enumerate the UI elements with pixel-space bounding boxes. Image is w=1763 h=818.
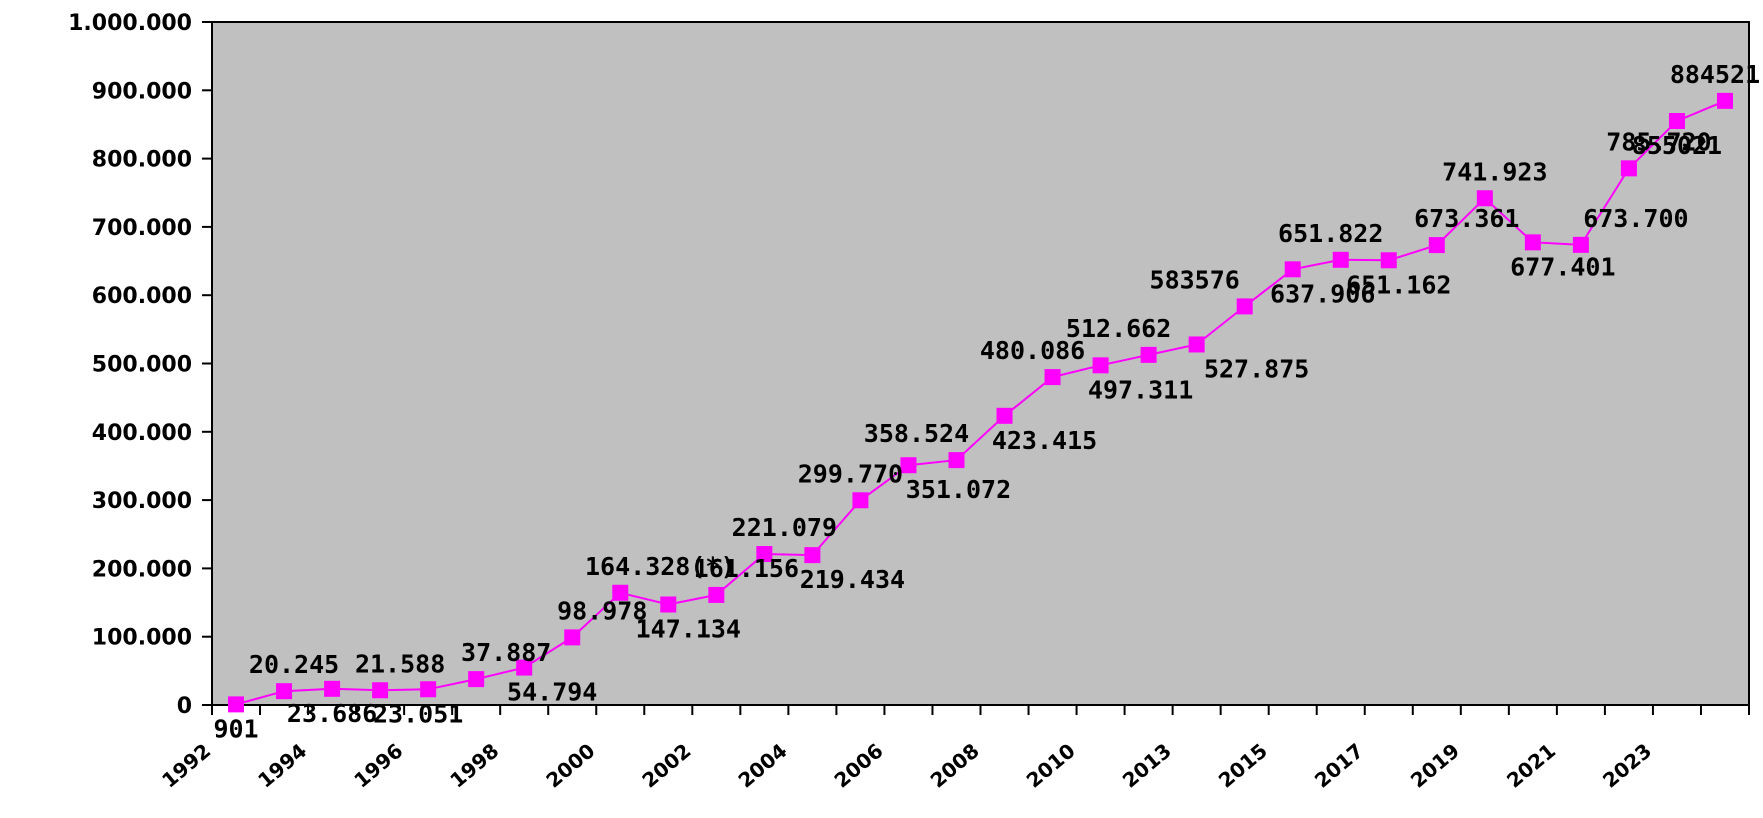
x-tick-label: 2021 (1502, 738, 1560, 792)
y-tick-label: 500.000 (92, 353, 192, 378)
data-label: 423.415 (992, 426, 1097, 455)
data-point (1044, 369, 1061, 386)
data-label: 23.686 (287, 699, 377, 728)
data-label: 901 (213, 714, 258, 743)
data-point (1476, 190, 1493, 207)
data-point (708, 586, 725, 603)
data-point (1380, 252, 1397, 269)
data-point (564, 629, 581, 646)
data-point (516, 659, 533, 676)
x-tick-label: 2015 (1214, 738, 1272, 792)
x-tick-label: 2023 (1598, 738, 1656, 792)
y-tick-label: 300.000 (92, 489, 192, 514)
data-label: 161.156 (694, 554, 799, 583)
data-label: 98.978 (557, 596, 647, 625)
data-point (276, 683, 293, 700)
data-label: 884521 (1670, 60, 1760, 89)
y-tick-label: 0 (177, 694, 192, 719)
data-point (900, 457, 917, 474)
data-label: 37.887 (461, 638, 551, 667)
data-label: 785.720 (1606, 127, 1711, 156)
data-label: 673.700 (1583, 204, 1688, 233)
y-tick-label: 400.000 (92, 421, 192, 446)
x-tick-label: 2006 (830, 738, 888, 792)
y-tick-label: 700.000 (92, 216, 192, 241)
data-point (756, 546, 773, 563)
data-point (1716, 92, 1733, 109)
x-tick-label: 1996 (349, 738, 407, 792)
data-point (1668, 113, 1685, 130)
y-axis: 0 100.000 200.000 300.000 400.000 500.000 600.… (68, 11, 212, 719)
data-point (804, 547, 821, 564)
data-label: 673.361 (1414, 204, 1519, 233)
y-tick-label: 800.000 (92, 148, 192, 173)
x-tick-label: 2010 (1022, 738, 1080, 792)
data-label: 855021 (1632, 131, 1722, 160)
data-point (1620, 160, 1637, 177)
x-tick-label: 2017 (1310, 738, 1368, 792)
data-point (1524, 234, 1541, 251)
data-label: 527.875 (1204, 354, 1309, 383)
data-label: 351.072 (906, 475, 1011, 504)
y-tick-label: 1.000.000 (68, 11, 192, 36)
data-label: 512.662 (1066, 314, 1171, 343)
x-tick-label: 2000 (541, 738, 599, 792)
data-point (1092, 357, 1109, 374)
data-label: 147.134 (636, 615, 741, 644)
data-point (612, 584, 629, 601)
data-point (372, 682, 389, 699)
data-point (852, 492, 869, 509)
y-tick-label: 600.000 (92, 284, 192, 309)
x-tick-label: 2008 (926, 738, 984, 792)
data-label: 497.311 (1088, 375, 1193, 404)
plot-area (211, 21, 1750, 706)
data-point (1236, 298, 1253, 315)
data-label: 20.245 (249, 650, 339, 679)
data-point (1188, 336, 1205, 353)
data-label: 219.434 (800, 565, 905, 594)
y-tick-label: 900.000 (92, 79, 192, 104)
data-labels: 901 20.245 23.686 21.588 23.051 37.887 54.794 9… (213, 60, 1760, 744)
data-point (1284, 261, 1301, 278)
data-point (1140, 346, 1157, 363)
data-point (1572, 236, 1589, 253)
data-point (420, 681, 437, 698)
x-tick-label: 1998 (445, 738, 503, 792)
data-label: 299.770 (798, 459, 903, 488)
data-label: 741.923 (1442, 157, 1547, 186)
data-label: 480.086 (980, 336, 1085, 365)
data-point (468, 671, 485, 688)
data-label: 358.524 (864, 419, 969, 448)
data-point (1428, 237, 1445, 254)
data-point (996, 407, 1013, 424)
data-label: 583576 (1150, 265, 1240, 294)
data-point (228, 696, 245, 713)
x-tick-label: 2002 (637, 738, 695, 792)
x-tick-label: 2004 (734, 738, 792, 792)
data-label: 651.822 (1278, 219, 1383, 248)
data-point (1332, 251, 1349, 268)
data-point (948, 452, 965, 469)
data-point (324, 680, 341, 697)
x-tick-label: 1992 (157, 738, 215, 792)
data-label: 21.588 (355, 649, 445, 678)
x-tick-label: 2019 (1406, 738, 1464, 792)
data-label: 23.051 (373, 699, 463, 728)
x-tick-label: 1994 (253, 738, 311, 792)
data-label: 637.906 (1270, 279, 1375, 308)
x-tick-label: 2013 (1118, 738, 1176, 792)
data-label: 677.401 (1510, 252, 1615, 281)
series-line (235, 99, 1726, 706)
data-label: 164.328(*) (585, 552, 736, 581)
y-tick-label: 100.000 (92, 626, 192, 651)
data-point (660, 596, 677, 613)
series-markers (228, 92, 1733, 713)
data-label: 54.794 (507, 678, 597, 707)
data-label: 651.162 (1346, 270, 1451, 299)
y-tick-label: 200.000 (92, 557, 192, 582)
data-label: 221.079 (732, 513, 837, 542)
